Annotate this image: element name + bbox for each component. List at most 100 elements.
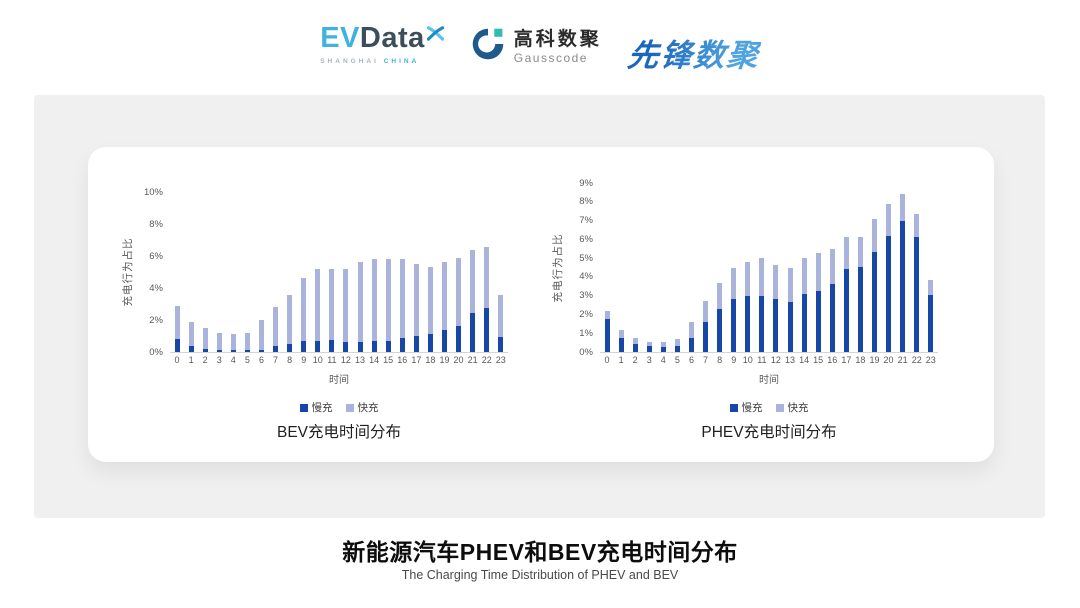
x-tick-6: 6 [258,355,264,365]
legend-swatch-slow [299,403,308,412]
y-axis-ticks: 0% 1% 2% 3% 4% 5% 6% 7% 8% 9% [561,178,593,356]
bar-hour-23 [495,192,507,352]
bar-hour-10 [742,183,754,352]
x-tick-20: 20 [883,355,894,365]
x-tick-10: 10 [742,355,753,365]
bar-hour-1 [615,183,627,352]
bar-hour-7 [270,192,282,352]
evdata-sub-shanghai: SHANGHAI [320,58,379,65]
bar-hour-11 [326,192,338,352]
logo-header: EV Data SHANGHAI CHINA 高科数聚 Gausscode 先锋数… [0,24,1080,75]
y-tick-9: 9% [579,177,593,189]
bar-hour-21 [897,183,909,352]
x-tick-0: 0 [174,355,180,365]
page-title: 新能源汽车PHEV和BEV充电时间分布 [342,539,738,565]
evdata-sub-china: CHINA [383,58,420,65]
legend: 慢充 快充 [170,400,508,415]
evdata-ev-text: EV [320,22,360,54]
evdata-wordmark: EV Data [320,24,444,53]
x-tick-12: 12 [770,355,781,365]
x-tick-22: 22 [481,355,492,365]
x-axis-ticks: 0 1 2 3 4 5 6 7 8 9 10 11 12 13 14 15 16 17 18 19 20 21 22 23 [600,356,938,365]
y-tick-5: 5% [579,252,593,264]
gausscode-cn-text: 高科数聚 [513,28,602,50]
bar-hour-6 [255,192,267,352]
x-tick-21: 21 [467,355,478,365]
bar-hour-5 [671,183,683,352]
bar-hour-4 [227,192,239,352]
bar-hour-22 [481,192,493,352]
bar-hour-11 [756,183,768,352]
x-tick-15: 15 [813,355,824,365]
bar-hour-9 [298,192,310,352]
x-tick-11: 11 [327,355,337,365]
bar-hour-9 [728,183,740,352]
evdata-data-text: Data [359,22,425,54]
y-tick-4: 4% [149,282,163,294]
y-tick-4: 4% [579,271,593,283]
bar-hour-7 [700,183,712,352]
bar-hour-12 [770,183,782,352]
bar-hour-15 [812,183,824,352]
bar-hour-17 [840,183,852,352]
x-tick-8: 8 [717,355,723,365]
legend-swatch-fast [345,403,354,412]
x-tick-15: 15 [383,355,394,365]
bar-hour-13 [354,192,366,352]
bar-hour-22 [911,183,923,352]
y-tick-6: 6% [579,233,593,245]
x-tick-16: 16 [397,355,408,365]
x-tick-20: 20 [453,355,464,365]
evdata-logo: EV Data SHANGHAI CHINA [320,24,444,66]
y-tick-2: 2% [149,314,163,326]
x-tick-11: 11 [757,355,767,365]
x-tick-13: 13 [785,355,796,365]
bar-hour-19 [438,192,450,352]
y-tick-0: 0% [149,346,163,358]
x-tick-7: 7 [273,355,279,365]
bar-hour-20 [453,192,465,352]
x-tick-14: 14 [369,355,380,365]
bar-hour-18 [854,183,866,352]
x-tick-23: 23 [925,355,936,365]
bar-hour-6 [685,183,697,352]
bar-hour-23 [925,183,937,352]
legend: 慢充 快充 [600,400,938,415]
y-tick-0: 0% [579,346,593,358]
x-axis-title: 时间 [329,375,349,386]
legend-item-fast: 快充 [775,400,809,415]
y-axis-ticks: 0% 2% 4% 6% 8% 10% [131,187,163,356]
bar-hour-4 [657,183,669,352]
x-tick-16: 16 [827,355,838,365]
legend-item-slow: 慢充 [729,400,763,415]
y-tick-8: 8% [579,196,593,208]
x-tick-1: 1 [188,355,194,365]
x-axis-ticks: 0 1 2 3 4 5 6 7 8 9 10 11 12 13 14 15 16 17 18 19 20 21 22 23 [170,356,508,365]
legend-label-fast: 快充 [787,402,809,414]
y-tick-7: 7% [579,214,593,226]
x-tick-2: 2 [632,355,638,365]
x-tick-8: 8 [287,355,293,365]
bar-hour-16 [826,183,838,352]
x-tick-3: 3 [216,355,222,365]
x-tick-22: 22 [911,355,922,365]
x-tick-10: 10 [312,355,323,365]
bar-hour-20 [883,183,895,352]
y-tick-10: 10% [143,186,163,198]
x-tick-7: 7 [703,355,709,365]
evdata-x-icon [426,18,444,47]
x-tick-2: 2 [202,355,208,365]
bar-hour-15 [382,192,394,352]
phev-plot-area: 充电行为占比 0% 1% 2% 3% 4% 5% 6% 7% 8% 9% 0 1 2 3 4 5 6 7 8 9 10… [552,178,938,441]
legend-item-fast: 快充 [345,400,379,415]
x-tick-9: 9 [731,355,737,365]
x-tick-18: 18 [855,355,866,365]
x-axis-title: 时间 [759,375,779,386]
bar-hour-18 [424,192,436,352]
gausscode-en-text: Gausscode [513,50,588,65]
x-tick-23: 23 [495,355,506,365]
x-tick-0: 0 [604,355,610,365]
bar-hour-3 [213,192,225,352]
evdata-subtext: SHANGHAI CHINA [320,58,444,66]
x-tick-14: 14 [799,355,810,365]
